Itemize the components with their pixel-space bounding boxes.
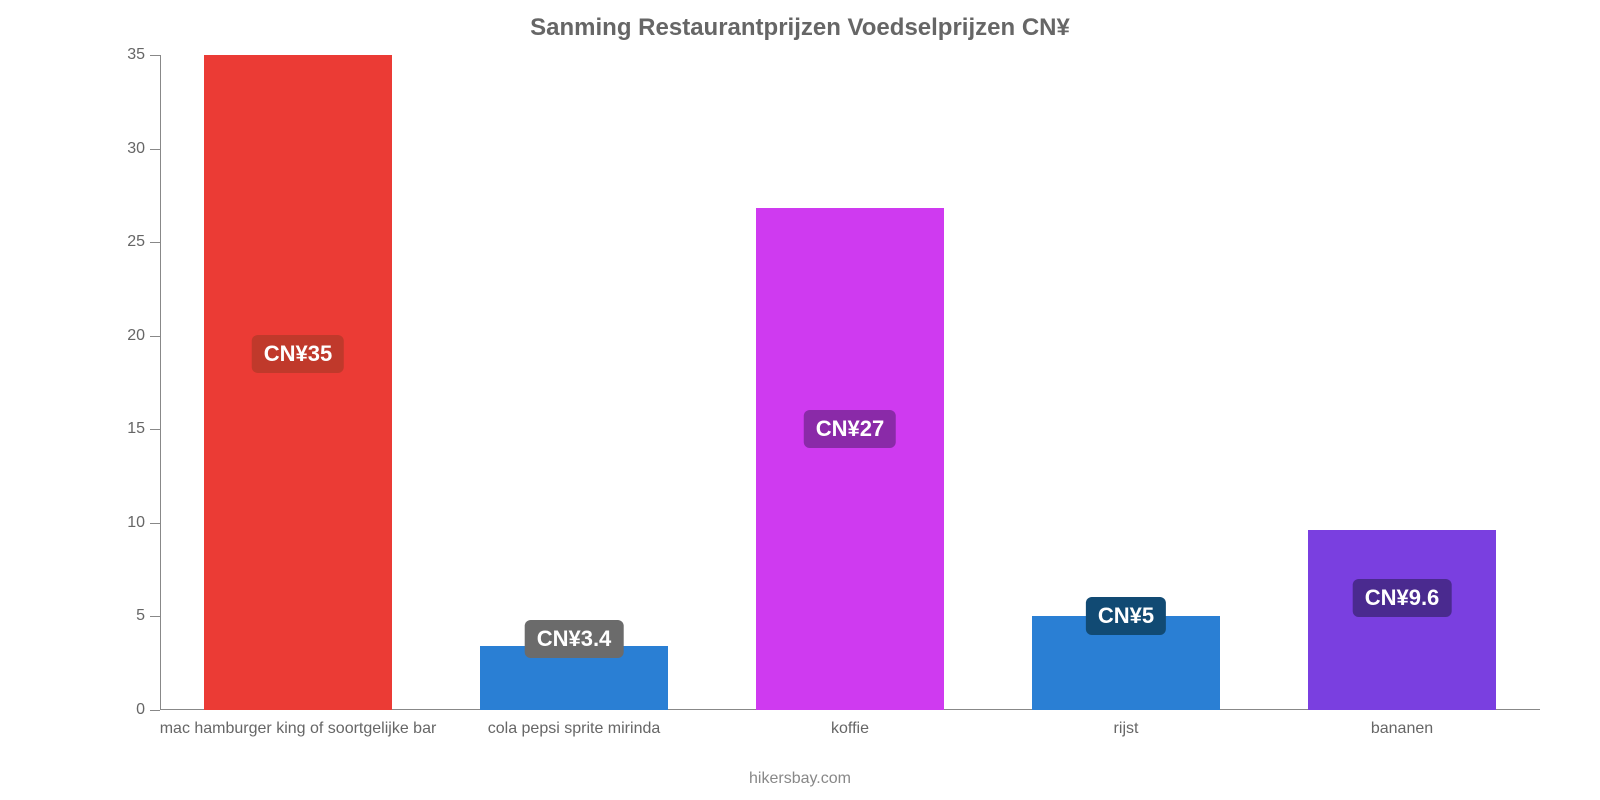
y-tick-label: 0 [100, 701, 145, 719]
y-tick [150, 710, 160, 711]
y-tick-label: 35 [100, 46, 145, 64]
y-tick [150, 429, 160, 430]
y-tick [150, 55, 160, 56]
x-category-label: rijst [1114, 720, 1139, 738]
chart-title: Sanming Restaurantprijzen Voedselprijzen… [0, 14, 1600, 42]
y-axis-line [160, 55, 161, 710]
y-tick [150, 336, 160, 337]
x-category-label: bananen [1371, 720, 1433, 738]
y-tick-label: 5 [100, 607, 145, 625]
y-tick [150, 523, 160, 524]
y-tick-label: 25 [100, 233, 145, 251]
y-tick [150, 616, 160, 617]
value-badge: CN¥27 [804, 410, 896, 448]
y-tick-label: 15 [100, 420, 145, 438]
x-category-label: cola pepsi sprite mirinda [488, 720, 661, 738]
y-tick-label: 30 [100, 140, 145, 158]
value-badge: CN¥5 [1086, 597, 1166, 635]
y-tick [150, 242, 160, 243]
value-badge: CN¥9.6 [1353, 579, 1452, 617]
y-tick-label: 20 [100, 327, 145, 345]
y-tick [150, 149, 160, 150]
value-badge: CN¥3.4 [525, 620, 624, 658]
value-badge: CN¥35 [252, 335, 344, 373]
x-category-label: koffie [831, 720, 869, 738]
y-tick-label: 10 [100, 514, 145, 532]
bar [1308, 530, 1496, 710]
x-category-label: mac hamburger king of soortgelijke bar [160, 720, 437, 738]
plot-area: 05101520253035CN¥35mac hamburger king of… [160, 55, 1540, 710]
bar [756, 208, 944, 710]
bar [204, 55, 392, 710]
chart-container: Sanming Restaurantprijzen Voedselprijzen… [0, 0, 1600, 800]
attribution-text: hikersbay.com [0, 770, 1600, 788]
